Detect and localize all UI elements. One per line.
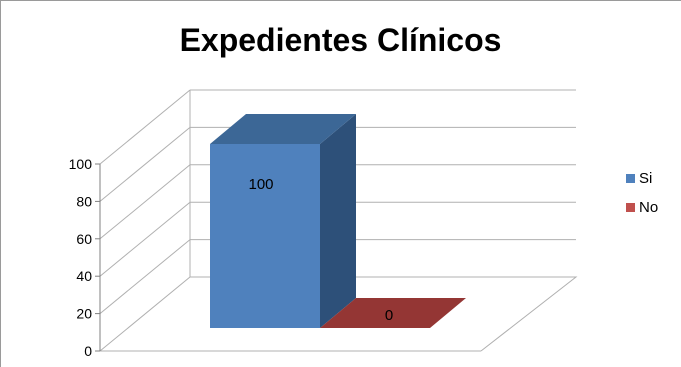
y-tick-label-20: 20 (76, 306, 92, 322)
legend-label-si: Si (639, 170, 653, 187)
gridline-side-40 (99, 201, 191, 277)
floor-outline (99, 276, 578, 352)
chart-title: Expedientes Clínicos (179, 22, 502, 58)
legend-swatch-no (626, 203, 635, 212)
gridline-side-60 (99, 164, 191, 240)
legend-item-no: No (626, 199, 658, 216)
y-tick-label-100: 100 (69, 156, 93, 172)
data-label-si: 100 (248, 176, 273, 193)
bar-side-si (320, 114, 356, 328)
y-tick-label-40: 40 (76, 268, 92, 284)
bar-top-si (210, 114, 356, 144)
legend-item-si: Si (626, 170, 652, 187)
bar-si (210, 144, 320, 328)
y-tick-label-0: 0 (84, 343, 92, 359)
legend-swatch-si (626, 174, 635, 183)
gridline-side-80 (99, 127, 191, 202)
legend-label-no: No (639, 199, 659, 216)
y-tick-label-60: 60 (76, 231, 92, 247)
y-tick-label-80: 80 (76, 193, 92, 209)
gridline-side-20 (99, 239, 191, 314)
gridline-side-100 (99, 89, 191, 165)
bar-top-no (320, 298, 466, 328)
data-label-no: 0 (385, 307, 393, 324)
